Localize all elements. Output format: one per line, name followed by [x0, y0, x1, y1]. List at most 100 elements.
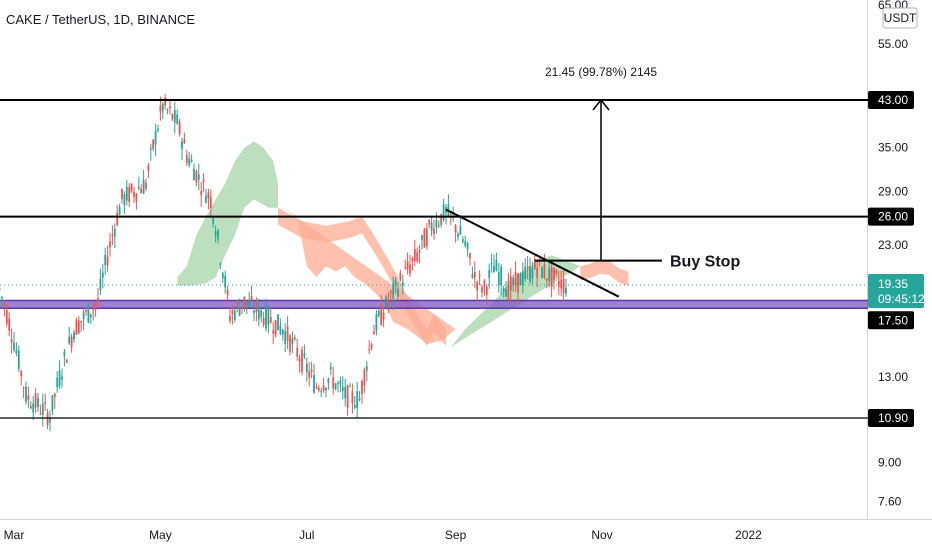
candle-body[interactable]	[32, 403, 35, 413]
support-zone[interactable]	[0, 300, 868, 309]
candle-body[interactable]	[389, 290, 392, 294]
candle-body[interactable]	[99, 278, 102, 291]
candle-body[interactable]	[87, 303, 90, 323]
candle-body[interactable]	[481, 287, 483, 293]
candle-body[interactable]	[368, 349, 371, 351]
candle-body[interactable]	[317, 387, 320, 391]
candle-body[interactable]	[401, 282, 404, 286]
candle-body[interactable]	[553, 267, 555, 280]
candle-body[interactable]	[245, 302, 248, 305]
candle-body[interactable]	[173, 110, 176, 123]
zone-tag[interactable]	[868, 311, 914, 330]
candle-body[interactable]	[97, 298, 99, 302]
candle-body[interactable]	[505, 288, 507, 297]
candle-body[interactable]	[3, 303, 6, 308]
candle-body[interactable]	[356, 391, 359, 408]
candle-body[interactable]	[82, 312, 85, 319]
candle-body[interactable]	[140, 188, 143, 194]
candle-body[interactable]	[421, 235, 423, 240]
candle-body[interactable]	[409, 264, 411, 274]
candle-body[interactable]	[483, 280, 486, 287]
candle-body[interactable]	[531, 267, 534, 279]
level-tag[interactable]	[868, 91, 914, 109]
candle-body[interactable]	[353, 405, 356, 408]
candle-body[interactable]	[464, 241, 467, 246]
candle-body[interactable]	[277, 314, 279, 331]
candle-body[interactable]	[116, 212, 119, 225]
candle-body[interactable]	[557, 280, 560, 287]
candle-body[interactable]	[1, 296, 3, 299]
candle-body[interactable]	[121, 188, 123, 200]
candle-body[interactable]	[137, 186, 140, 190]
candle-body[interactable]	[296, 347, 299, 357]
candle-body[interactable]	[20, 371, 23, 377]
candle-body[interactable]	[507, 280, 510, 300]
candle-body[interactable]	[267, 308, 270, 325]
candle-body[interactable]	[145, 182, 147, 189]
candle-body[interactable]	[75, 319, 78, 335]
candle-body[interactable]	[459, 225, 462, 235]
candle-body[interactable]	[161, 103, 164, 111]
candle-body[interactable]	[25, 386, 27, 402]
candle-body[interactable]	[17, 350, 20, 370]
candle-body[interactable]	[265, 305, 267, 329]
candle-body[interactable]	[51, 395, 54, 412]
candle-body[interactable]	[387, 301, 390, 304]
candle-body[interactable]	[41, 403, 44, 416]
candle-body[interactable]	[524, 266, 527, 279]
candle-body[interactable]	[433, 228, 435, 235]
candle-body[interactable]	[286, 326, 289, 342]
candle-body[interactable]	[149, 148, 152, 150]
candle-body[interactable]	[231, 310, 234, 315]
candle-body[interactable]	[325, 388, 327, 391]
candle-body[interactable]	[291, 338, 294, 344]
candle-body[interactable]	[545, 278, 548, 281]
candle-body[interactable]	[490, 262, 493, 264]
candle-body[interactable]	[301, 349, 303, 372]
candle-body[interactable]	[22, 387, 25, 389]
candle-body[interactable]	[322, 385, 325, 392]
candle-body[interactable]	[113, 228, 116, 237]
candle-body[interactable]	[514, 272, 517, 285]
candle-body[interactable]	[493, 265, 495, 273]
candle-body[interactable]	[392, 283, 395, 299]
candle-body[interactable]	[416, 252, 419, 262]
candle-body[interactable]	[332, 377, 335, 389]
candle-body[interactable]	[29, 406, 32, 409]
candle-body[interactable]	[0, 287, 1, 290]
candle-body[interactable]	[63, 351, 66, 357]
candle-body[interactable]	[37, 397, 39, 408]
candle-body[interactable]	[46, 412, 49, 426]
candle-body[interactable]	[281, 329, 284, 335]
candle-body[interactable]	[293, 337, 296, 339]
candle-body[interactable]	[329, 366, 332, 370]
candle-body[interactable]	[269, 317, 272, 323]
candle-body[interactable]	[411, 257, 414, 262]
candle-body[interactable]	[171, 114, 174, 120]
candle-body[interactable]	[157, 128, 159, 131]
candle-body[interactable]	[512, 277, 515, 285]
candle-body[interactable]	[466, 242, 469, 250]
candle-body[interactable]	[195, 170, 198, 183]
candle-body[interactable]	[214, 231, 217, 237]
candle-body[interactable]	[248, 300, 251, 307]
candle-body[interactable]	[452, 217, 455, 219]
candle-body[interactable]	[469, 253, 471, 259]
level-tag[interactable]	[868, 409, 914, 427]
candle-body[interactable]	[478, 274, 481, 276]
candle-body[interactable]	[217, 229, 219, 240]
candle-body[interactable]	[176, 114, 179, 124]
candle-body[interactable]	[358, 398, 361, 401]
candle-body[interactable]	[457, 233, 459, 237]
candle-body[interactable]	[454, 225, 457, 233]
candle-body[interactable]	[541, 267, 543, 278]
candle-body[interactable]	[430, 222, 433, 231]
candle-body[interactable]	[298, 358, 301, 362]
candle-body[interactable]	[502, 287, 505, 292]
candle-body[interactable]	[207, 192, 210, 199]
candle-body[interactable]	[274, 320, 277, 336]
candle-body[interactable]	[495, 260, 498, 271]
candle-body[interactable]	[351, 391, 354, 403]
candle-body[interactable]	[243, 296, 246, 306]
candle-body[interactable]	[221, 272, 224, 278]
